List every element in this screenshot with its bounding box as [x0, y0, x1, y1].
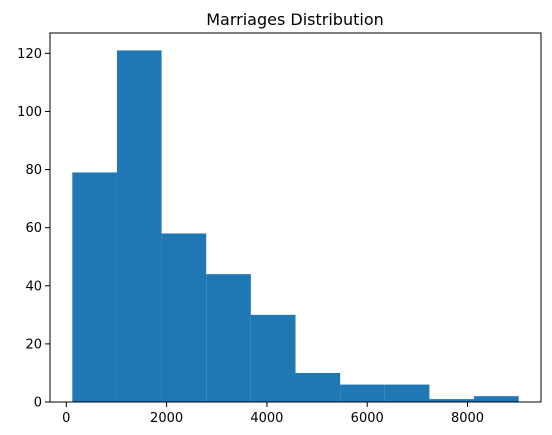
- y-tick-label: 20: [25, 337, 42, 352]
- histogram-bar-8: [384, 384, 430, 402]
- histogram-bar-2: [116, 50, 162, 402]
- y-tick-label: 60: [25, 221, 42, 236]
- y-axis: 0 20 40 60 80 100 120: [17, 47, 50, 411]
- x-axis: 0 2000 4000 6000 8000: [62, 402, 484, 426]
- chart-title: Marriages Distribution: [206, 10, 384, 29]
- x-tick-label: 4000: [250, 411, 283, 426]
- x-tick-label: 6000: [351, 411, 384, 426]
- histogram-bar-6: [295, 372, 341, 402]
- plot-frame: [49, 32, 542, 403]
- y-tick-label: 0: [34, 396, 42, 411]
- histogram-bar-5: [250, 314, 296, 402]
- histogram-bar-7: [340, 384, 385, 402]
- x-tick-label: 2000: [150, 411, 183, 426]
- histogram-bar-4: [206, 274, 251, 402]
- y-tick-label: 120: [17, 47, 42, 62]
- histogram-bar-1: [72, 172, 117, 402]
- histogram-bar-10: [474, 396, 519, 402]
- x-tick-label: 0: [62, 411, 70, 426]
- histogram-bar-9: [429, 399, 475, 402]
- y-tick-label: 80: [25, 163, 42, 178]
- bars-group: [72, 50, 519, 402]
- y-tick-label: 100: [17, 105, 42, 120]
- histogram-bar-3: [161, 233, 207, 402]
- x-tick-label: 8000: [451, 411, 484, 426]
- y-tick-label: 40: [25, 279, 42, 294]
